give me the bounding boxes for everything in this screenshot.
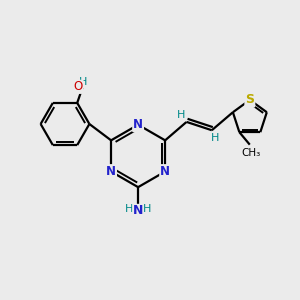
Text: H: H xyxy=(143,204,151,214)
Text: CH₃: CH₃ xyxy=(242,148,261,158)
Text: H: H xyxy=(211,133,219,143)
Text: O: O xyxy=(74,80,83,93)
Text: H: H xyxy=(124,204,133,214)
Text: N: N xyxy=(133,204,143,218)
Text: H: H xyxy=(177,110,185,120)
Text: N: N xyxy=(106,165,116,178)
Text: N: N xyxy=(160,165,170,178)
Text: H: H xyxy=(79,77,88,87)
Text: S: S xyxy=(245,93,254,106)
Text: N: N xyxy=(133,118,143,131)
